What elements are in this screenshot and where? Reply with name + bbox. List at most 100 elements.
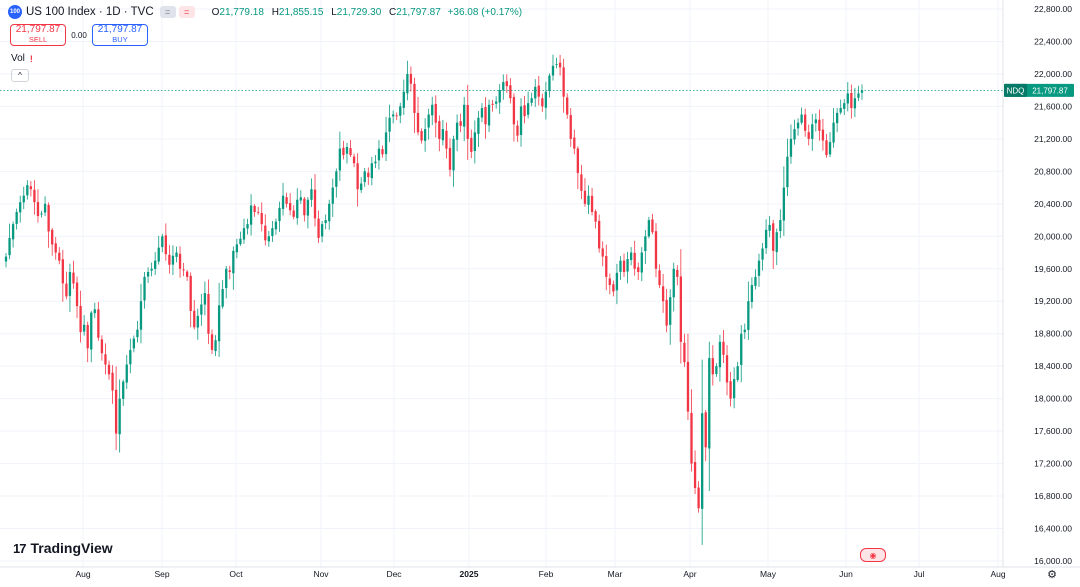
time-tick-label: Sep [154, 569, 169, 579]
candle-body [299, 197, 302, 201]
candle [8, 223, 11, 260]
candle-body [338, 148, 342, 171]
candle [200, 293, 203, 326]
candle [558, 54, 562, 76]
candle-body [679, 276, 683, 342]
candle [413, 77, 416, 134]
open-value: 21,779.18 [219, 6, 264, 18]
candle-body [239, 238, 242, 245]
candle-body [725, 355, 729, 383]
equal-icon[interactable]: = [159, 6, 176, 18]
price-axis[interactable]: 16,000.00 16,400.00 16,800.00 17,200.00 17,6… [1034, 4, 1072, 566]
candle-body [253, 205, 256, 212]
candle [498, 84, 501, 114]
time-tick-label: Oct [229, 569, 243, 579]
price-tick-label: 22,800.00 [1034, 4, 1072, 14]
alert-icon[interactable]: = [178, 6, 195, 18]
candle [793, 119, 796, 145]
candle [658, 264, 661, 289]
candle-body [264, 225, 267, 241]
candle [15, 208, 18, 230]
candle [228, 265, 231, 280]
candle-body [395, 115, 398, 117]
candle [509, 78, 512, 104]
candle [736, 361, 739, 382]
candle [36, 189, 40, 223]
candle [448, 138, 452, 177]
close-label: C [389, 6, 397, 18]
candle-body [377, 148, 381, 161]
change-value: +36.08 (+0.17%) [447, 6, 523, 18]
candle-body [118, 398, 121, 435]
candle [732, 367, 736, 409]
candle [384, 116, 388, 162]
sell-button[interactable]: 21,797.87 SELL [10, 24, 66, 46]
low-value: 21,729.30 [336, 6, 382, 18]
warning-icon[interactable]: ! [29, 53, 33, 64]
candle [342, 140, 345, 160]
candle-body [356, 163, 359, 190]
candle-body [33, 189, 36, 203]
candle [857, 85, 860, 101]
price-tick-label: 18,400.00 [1034, 361, 1072, 371]
candle-body [285, 197, 288, 204]
flag-icon[interactable]: ◉ [860, 548, 886, 562]
candle-body [857, 93, 860, 98]
candle [470, 129, 473, 159]
candle [58, 247, 61, 265]
candle-body [601, 248, 604, 257]
gear-icon[interactable]: ⚙ [1047, 568, 1057, 581]
candle-body [654, 231, 658, 269]
candle [740, 325, 743, 383]
candle-body [750, 285, 754, 302]
candle [175, 246, 178, 263]
candle-body [374, 161, 377, 164]
candle [86, 321, 89, 363]
candle [104, 343, 107, 375]
candle [75, 276, 79, 319]
candle-body [523, 105, 526, 117]
candle [619, 256, 622, 280]
symbol-icon[interactable]: 100 [8, 5, 22, 19]
candle [786, 138, 789, 197]
candle [647, 216, 651, 239]
candle [210, 329, 214, 354]
candle-body [587, 195, 590, 205]
candle-body [715, 366, 718, 375]
collapse-legend-button[interactable]: ^ [11, 69, 29, 82]
candle [466, 84, 469, 160]
candle [111, 365, 114, 404]
candle-body [196, 315, 199, 328]
candle [487, 99, 491, 133]
candle [629, 247, 633, 266]
price-tick-label: 19,600.00 [1034, 264, 1072, 274]
candle [402, 79, 405, 115]
candle [324, 214, 327, 230]
candle-body [562, 67, 565, 97]
candle [306, 197, 310, 229]
candle-body [391, 114, 395, 117]
volume-indicator[interactable]: Vol ! [11, 53, 33, 64]
candle-body [473, 132, 477, 151]
candle [789, 124, 793, 164]
candle-body [402, 91, 405, 108]
candle [249, 194, 253, 236]
candle [594, 209, 597, 229]
tradingview-logo[interactable]: 17 TradingView [13, 540, 113, 556]
candle [502, 74, 505, 100]
time-axis[interactable]: Aug Sep Oct Nov Dec 2025 Feb Mar Apr May Jun Jul Aug [75, 569, 1005, 579]
buy-button[interactable]: 21,797.87 BUY [92, 24, 148, 46]
candle-body [590, 195, 594, 212]
candle-body [8, 237, 11, 256]
candle-body [498, 90, 501, 103]
candle-body [491, 103, 494, 105]
candle-body [672, 268, 675, 298]
candle [835, 108, 839, 133]
candle [132, 335, 136, 353]
open-label: O [211, 6, 220, 18]
candle [811, 113, 814, 151]
candle-body [495, 101, 498, 104]
symbol-title[interactable]: US 100 Index · 1D · TVC [26, 6, 154, 18]
candle [686, 333, 690, 420]
